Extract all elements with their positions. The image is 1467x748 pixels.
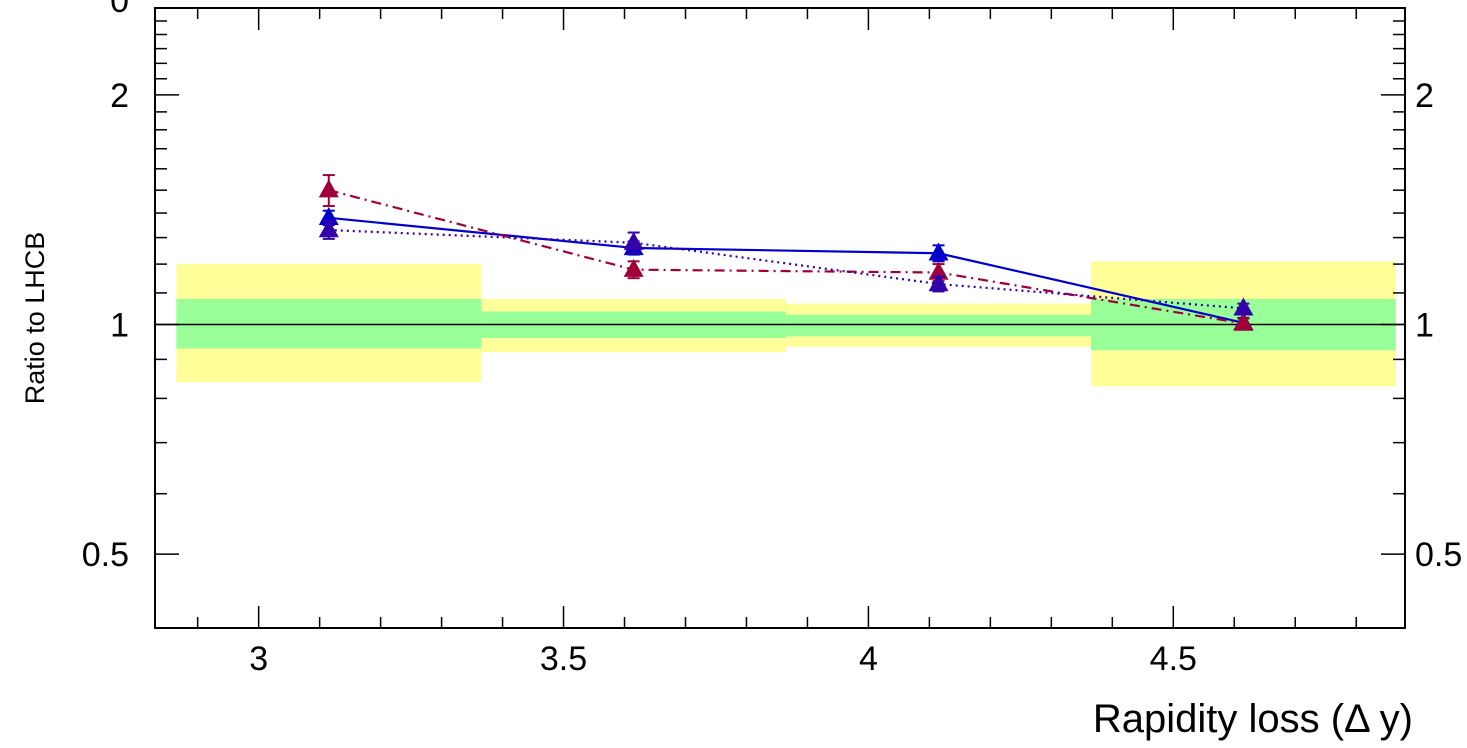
x-tick-label: 3 <box>249 640 268 678</box>
x-tick-label: 3.5 <box>540 640 587 678</box>
data-point-marker <box>318 219 339 238</box>
inner-band-3 <box>786 314 1091 337</box>
series-3 <box>318 219 1254 316</box>
y-tick-label-top-partial: 0 <box>110 0 129 20</box>
y-axis-title: Ratio to LHCB <box>20 232 50 405</box>
series-line <box>328 216 1244 324</box>
y-tick-label-right: 0.5 <box>1415 536 1462 574</box>
series-line <box>328 189 1244 325</box>
plot-frame <box>154 7 1406 629</box>
data-point-marker <box>1233 312 1254 331</box>
y-tick-label-left: 2 <box>110 77 129 115</box>
data-point-marker <box>928 261 949 280</box>
data-point-marker <box>928 273 949 292</box>
y-tick-label-left: 0.5 <box>82 536 129 574</box>
data-point-marker <box>623 231 644 250</box>
data-series <box>318 174 1254 331</box>
x-axis-title: Rapidity loss (Δ y) <box>1093 697 1413 741</box>
data-point-marker <box>928 242 949 261</box>
x-tick-label: 4.5 <box>1150 640 1197 678</box>
y-tick-label-right: 1 <box>1415 306 1434 344</box>
data-point-marker <box>318 179 339 198</box>
data-point-marker <box>1233 297 1254 316</box>
axis-ticks <box>155 8 1405 629</box>
x-tick-label: 4 <box>859 640 878 678</box>
data-point-marker <box>623 258 644 277</box>
y-tick-label-left: 1 <box>110 306 129 344</box>
tick-labels: 3 3.5 4 4.5 0.5 0.5 1 1 2 2 0 <box>82 0 1463 678</box>
y-tick-label-right: 2 <box>1415 77 1434 115</box>
